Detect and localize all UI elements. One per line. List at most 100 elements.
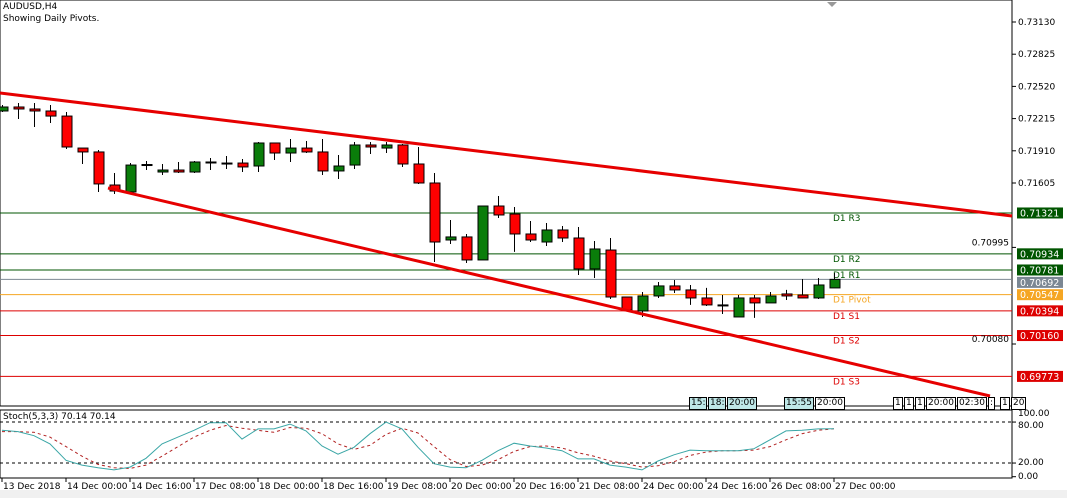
price-tick-label: 0.72215 — [1018, 115, 1055, 125]
level-name: D1 R2 — [833, 255, 861, 265]
vline-time-label[interactable]: 1 — [915, 397, 925, 410]
time-label: 14 Dec 16:00 — [131, 482, 192, 492]
time-label: 21 Dec 08:00 — [579, 482, 640, 492]
candle — [765, 291, 777, 304]
vline-time-label[interactable]: 20:00 — [815, 397, 845, 410]
candle-body — [173, 169, 185, 173]
vline-time-label[interactable]: 15:55 — [784, 397, 814, 410]
candle-body — [205, 161, 217, 164]
candle — [301, 140, 313, 154]
candle — [477, 205, 489, 261]
candle-body — [605, 249, 617, 298]
candle — [189, 161, 201, 173]
candle-body — [221, 162, 233, 165]
candle — [653, 282, 665, 298]
candle-body — [685, 289, 697, 299]
candle — [269, 142, 281, 160]
level-price-label: 0.70934 — [1020, 249, 1059, 260]
candle-body — [557, 229, 569, 239]
candle-body — [285, 147, 297, 154]
candle — [157, 163, 169, 175]
level-name: D1 S1 — [833, 312, 860, 322]
candle-body — [93, 151, 105, 185]
candle-body — [349, 144, 361, 166]
candle-body — [157, 169, 169, 173]
time-label: 17 Dec 08:00 — [195, 482, 256, 492]
candle — [669, 280, 681, 293]
candle-body — [189, 161, 201, 173]
stoch-panel — [0, 409, 1013, 479]
candle — [445, 219, 457, 245]
candle-body — [445, 236, 457, 241]
candle — [61, 112, 73, 150]
vline-time-label[interactable]: 20 — [1011, 397, 1027, 410]
candle — [205, 157, 217, 171]
time-label: 24 Dec 00:00 — [643, 482, 704, 492]
vline-time-label[interactable]: 20:00 — [727, 397, 757, 410]
level-price-box — [1017, 289, 1063, 301]
candle — [557, 225, 569, 243]
candle — [125, 163, 137, 194]
price-tick-label: 0.73130 — [1018, 18, 1055, 28]
level-name: D1 Pivot — [833, 296, 871, 306]
vline-time-label[interactable]: 18: — [708, 397, 727, 410]
time-label: 18 Dec 16:00 — [323, 482, 384, 492]
level-price-label: 0.70160 — [1020, 331, 1059, 342]
candle-body — [429, 182, 441, 243]
candle-body — [717, 304, 729, 307]
vline-time-label[interactable]: 20:00 — [926, 397, 956, 410]
level-price-box — [1017, 305, 1063, 317]
level-name: D1 S3 — [833, 377, 860, 387]
vline-time-label[interactable]: 02:30 — [957, 397, 987, 410]
candle — [237, 159, 249, 173]
stoch-axis-label: 20.00 — [1018, 458, 1044, 468]
candle-body — [317, 151, 329, 172]
upper-trendline[interactable] — [0, 91, 1013, 218]
candle-body — [29, 108, 41, 112]
level-price-label: 0.70394 — [1020, 306, 1059, 317]
vline-time-label[interactable]: 1 — [904, 397, 914, 410]
chart-shift-marker-icon[interactable] — [827, 2, 837, 7]
time-label: 18 Dec 00:00 — [259, 482, 320, 492]
vline-time-label[interactable]: 15: — [689, 397, 708, 410]
candle — [29, 102, 41, 128]
lower-trendline[interactable] — [107, 186, 991, 398]
vline-time-label[interactable]: : — [988, 397, 996, 410]
price-tick-label: 0.72520 — [1018, 82, 1055, 92]
symbol-title: AUDUSD,H4 — [3, 2, 58, 12]
candle-body — [525, 233, 537, 241]
candle-body — [509, 213, 521, 235]
vline-time-label[interactable]: 1 — [1000, 397, 1010, 410]
candle-body — [333, 165, 345, 172]
vline-time-label[interactable]: 1 — [893, 397, 903, 410]
candle — [77, 147, 89, 164]
bottom-strip — [0, 490, 1067, 498]
stochastic-indicator: 100.00 80.00 20.00 0.00 — [0, 407, 1050, 482]
candle — [605, 237, 617, 300]
candle-body — [61, 115, 73, 148]
candle-body — [77, 147, 89, 153]
time-label: 27 Dec 00:00 — [835, 482, 896, 492]
candle — [493, 195, 505, 218]
candle — [781, 289, 793, 300]
time-label: 20 Dec 16:00 — [515, 482, 576, 492]
level-name: D1 R3 — [833, 214, 861, 224]
time-label: 26 Dec 08:00 — [771, 482, 832, 492]
candle — [509, 206, 521, 252]
candle-body — [413, 163, 425, 184]
candle-body — [461, 236, 473, 261]
level-price-box — [1017, 370, 1063, 382]
candle-body — [637, 295, 649, 312]
candle — [141, 161, 153, 171]
candle — [701, 287, 713, 306]
candle-body — [573, 237, 585, 270]
candle — [541, 223, 553, 247]
candle — [733, 295, 745, 318]
price-tick-label: 0.72825 — [1018, 50, 1055, 60]
candle — [333, 155, 345, 179]
price-tick-label: 0.70995 — [972, 238, 1009, 248]
price-tick-label: 0.70080 — [972, 335, 1009, 345]
stoch-axis-label: 100.00 — [1018, 409, 1050, 419]
current-price-label: 0.70692 — [1020, 278, 1059, 289]
